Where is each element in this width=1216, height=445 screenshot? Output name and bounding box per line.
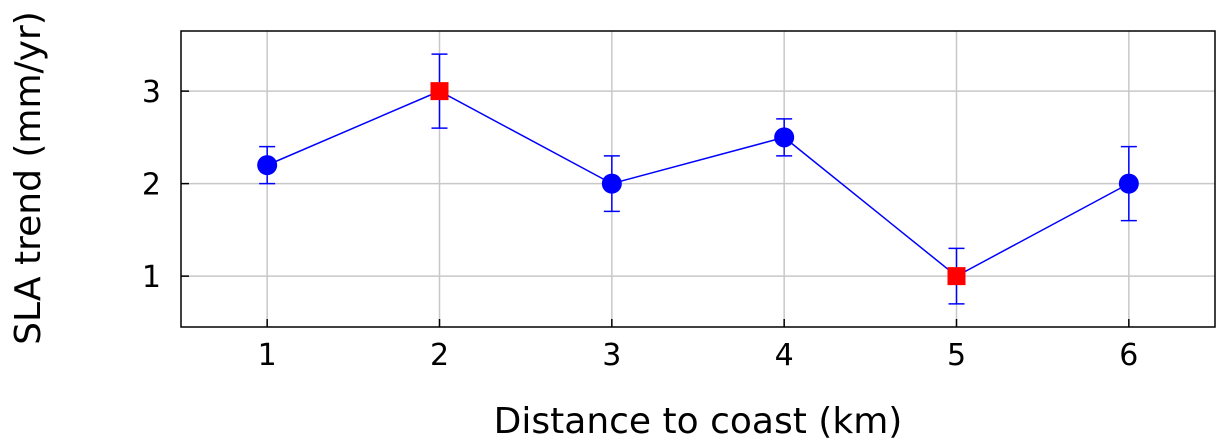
grid [181,31,1215,327]
series [257,53,1139,305]
x-tick-label: 4 [775,338,794,373]
series-line [266,90,1130,278]
data-point-circle [774,127,795,148]
x-tick-label: 2 [430,338,449,373]
ticks: 1 2 3 4 5 6 1 2 3 [142,75,1138,373]
y-tick-label: 1 [142,260,161,295]
data-point-circle [257,155,278,176]
x-tick-label: 1 [258,338,277,373]
x-tick-label: 6 [1119,338,1138,373]
x-tick-label: 5 [947,338,966,373]
y-axis-label: SLA trend (mm/yr) [8,11,49,345]
y-tick-label: 2 [142,168,161,203]
data-point-square [430,82,449,101]
data-point-square [947,267,966,286]
x-axis-label: Distance to coast (km) [494,401,903,442]
plot-frame [180,30,1216,328]
y-tick-label: 3 [142,75,161,110]
data-point-circle [1118,173,1139,194]
x-tick-label: 3 [602,338,621,373]
data-point-circle [601,173,622,194]
